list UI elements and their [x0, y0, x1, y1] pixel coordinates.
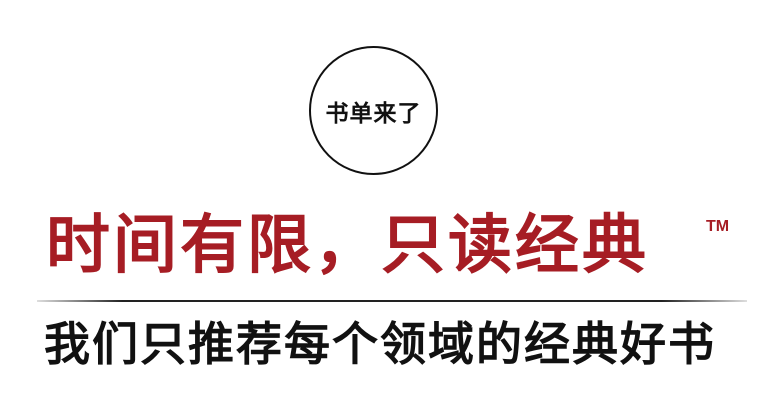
tagline-text: 我们只推荐每个领域的经典好书 [44, 317, 716, 371]
divider-line [37, 300, 747, 302]
headline-title: 时间有限，只读经典 [46, 208, 649, 283]
badge-text: 书单来了 [325, 99, 422, 127]
badge-circle: 书单来了 [309, 46, 438, 175]
trademark-mark: TM [706, 218, 730, 235]
